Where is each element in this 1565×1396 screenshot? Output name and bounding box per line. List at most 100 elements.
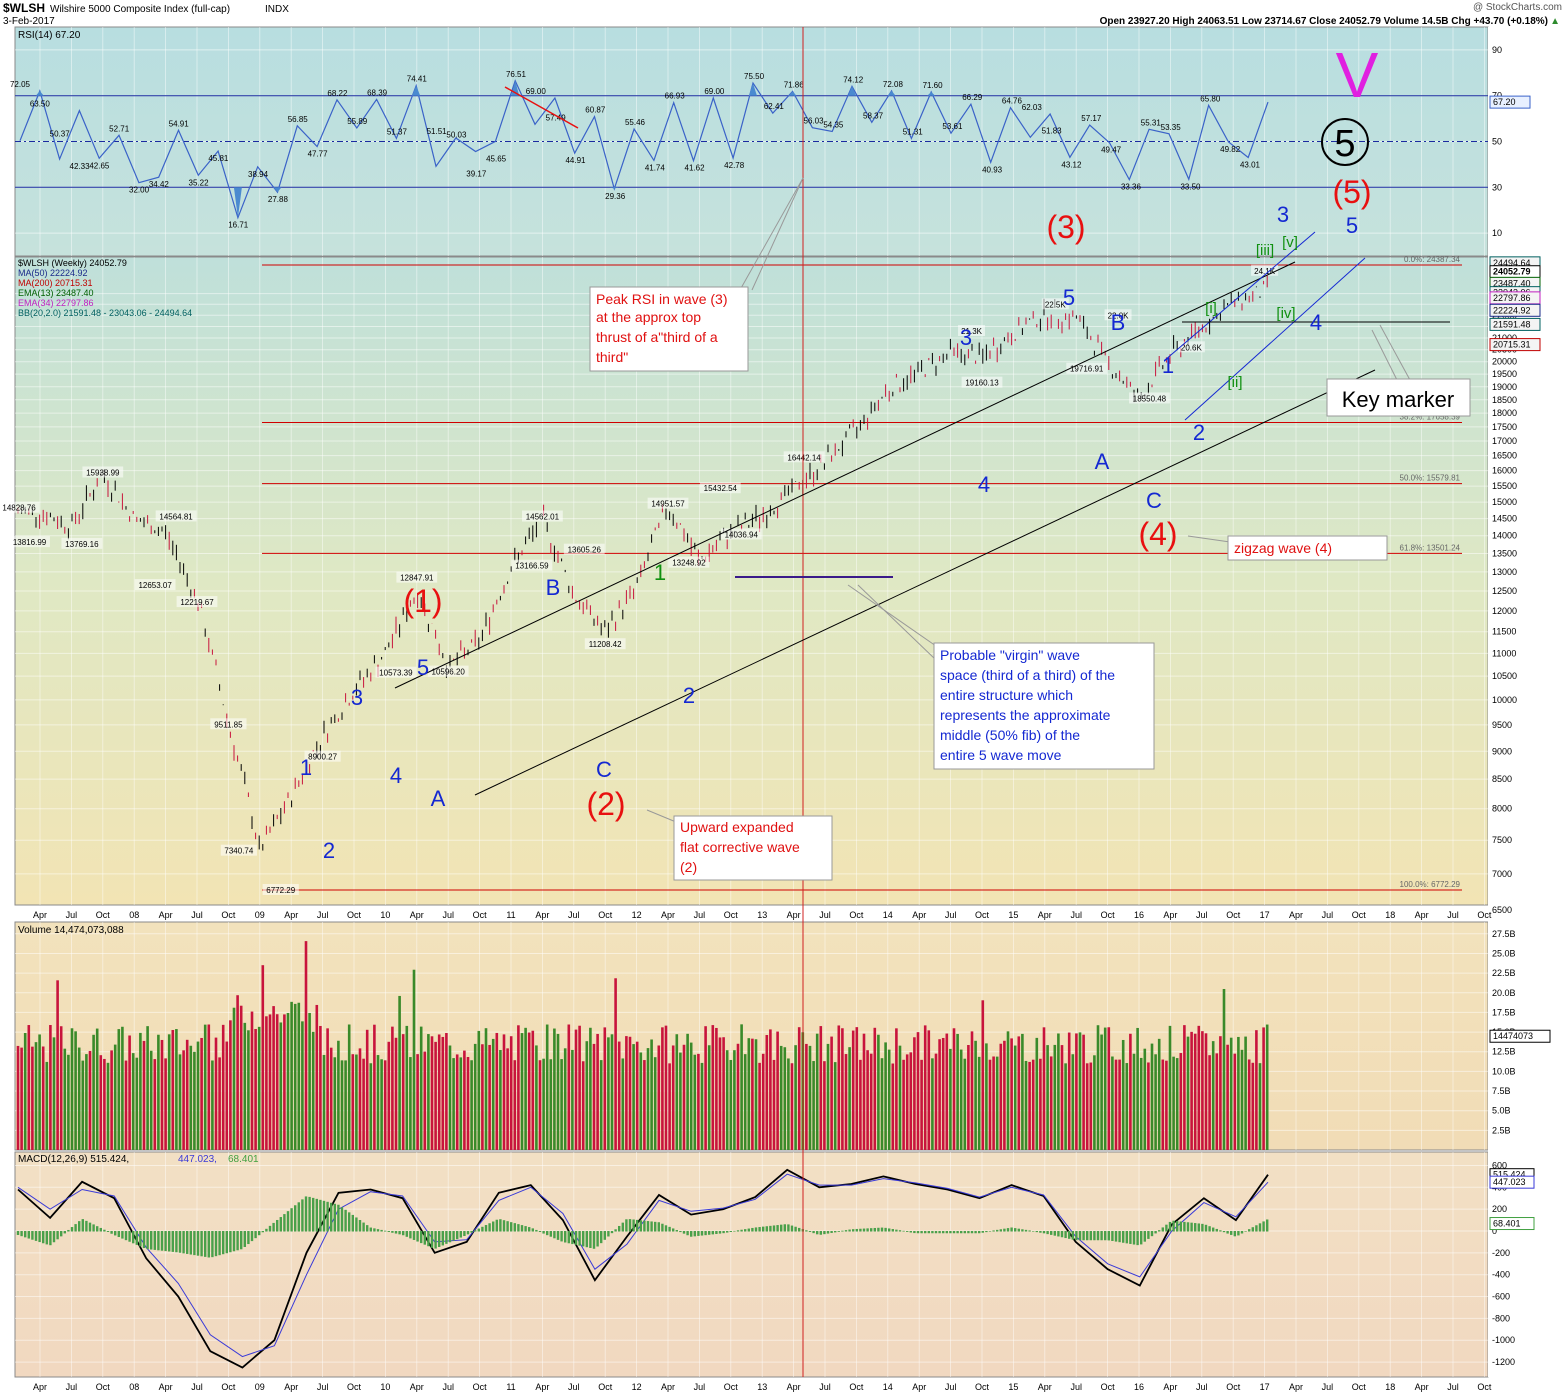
macd-histogram-bar	[182, 1231, 185, 1254]
volume-bar	[1089, 1062, 1093, 1150]
volume-bar	[1024, 1060, 1028, 1150]
volume-bar	[833, 1062, 837, 1150]
macd-series	[16, 1168, 1269, 1369]
macd-histogram-bar	[945, 1231, 948, 1234]
price-tick-label: 12500	[1492, 586, 1517, 596]
volume-bar	[1057, 1033, 1060, 1150]
rsi-value-label: 39.17	[466, 169, 487, 178]
macd-histogram-bar	[729, 1231, 732, 1232]
volume-bar	[643, 1060, 646, 1150]
rsi-overbought-fill	[848, 86, 856, 96]
price-label-bg	[1129, 392, 1170, 404]
macd-histogram-bar	[808, 1231, 812, 1232]
circled-five-ring	[1321, 118, 1369, 166]
volume-bar	[941, 1037, 945, 1150]
volume-bar	[423, 1051, 427, 1150]
macd-histogram-bar	[276, 1219, 279, 1232]
time-label: Jul	[819, 910, 831, 920]
time-label: Oct	[975, 910, 990, 920]
macd-histogram-bar	[780, 1224, 783, 1232]
rsi-value-label: 66.29	[962, 93, 983, 102]
time-label: Oct	[1477, 910, 1492, 920]
macd-histogram-bar	[844, 1230, 848, 1232]
macd-histogram-bar	[747, 1228, 750, 1232]
volume-bar	[1139, 1057, 1143, 1150]
wave-red-1: (1)	[403, 583, 442, 619]
rsi-value-label: 40.93	[982, 165, 1003, 174]
time-label: Jul	[568, 910, 580, 920]
macd-histogram-bar	[31, 1231, 34, 1240]
callout-box	[1227, 535, 1388, 561]
macd-histogram-bar	[1237, 1231, 1240, 1236]
time-label: Oct	[1477, 1382, 1492, 1392]
volume-bar	[617, 1041, 621, 1150]
rsi-value-label: 62.41	[764, 102, 785, 111]
time-label: Jul	[191, 1382, 203, 1392]
macd-histogram-bar	[34, 1231, 38, 1241]
rsi-value-label: 69.00	[704, 87, 725, 96]
wave-blue-1: 1	[300, 755, 312, 780]
macd-histogram-bar	[1240, 1231, 1244, 1234]
volume-bar	[1168, 1025, 1172, 1150]
macd-histogram-bar	[967, 1231, 970, 1234]
volume-bar	[477, 1030, 481, 1150]
price-tick-label: 7000	[1492, 869, 1512, 879]
volume-bar	[1226, 1044, 1229, 1150]
time-label: Apr	[33, 910, 47, 920]
macd-histogram-bar	[510, 1222, 513, 1232]
volume-bar	[1150, 1043, 1154, 1150]
macd-histogram-bar	[128, 1231, 131, 1242]
wave-red-5: (5)	[1332, 174, 1371, 210]
macd-histogram-bar	[409, 1231, 412, 1239]
macd-histogram-bar	[1035, 1231, 1038, 1233]
price-panel	[14, 256, 1489, 906]
volume-bar	[290, 1001, 293, 1150]
time-label: 12	[632, 1382, 642, 1392]
wave-labels: (1) (2) (3) (4) (5) 1 2 3 4 5 A B C 1 2 …	[300, 39, 1379, 863]
time-label: Oct	[1352, 1382, 1367, 1392]
macd-histogram-bar	[445, 1231, 448, 1244]
volume-bar	[535, 1045, 538, 1150]
macd-histogram-bar	[304, 1196, 308, 1232]
macd-histogram-bar	[1089, 1231, 1092, 1241]
macd-histogram-bar	[171, 1231, 174, 1252]
volume-bar	[819, 1026, 823, 1150]
time-label: Apr	[1415, 1382, 1429, 1392]
macd-histogram-bar	[1114, 1231, 1118, 1242]
volume-bar	[841, 1028, 844, 1150]
volume-bar	[193, 1051, 196, 1150]
volume-bar	[45, 1061, 49, 1150]
macd-histogram-bar	[1147, 1231, 1150, 1239]
price-tick-label: 6500	[1492, 905, 1512, 915]
time-label: 10	[380, 1382, 390, 1392]
primary-wave-v: V	[1336, 39, 1379, 111]
macd-histogram-bar	[153, 1231, 156, 1250]
volume-bar	[985, 1043, 988, 1150]
price-tick-label: 16500	[1492, 451, 1517, 461]
macd-histogram-bar	[823, 1231, 826, 1235]
macd-histogram-bar	[1014, 1228, 1017, 1232]
volume-bar	[585, 1041, 589, 1150]
rsi-tick-label: 30	[1492, 182, 1502, 192]
rsi-value-label: 75.50	[744, 72, 765, 81]
volume-bar	[610, 1034, 614, 1150]
macd-histogram-bar	[218, 1231, 221, 1256]
volume-bar	[513, 1060, 517, 1150]
macd-histogram-bar	[384, 1230, 387, 1232]
volume-bar	[1006, 1031, 1010, 1150]
volume-bar	[1125, 1063, 1129, 1150]
rsi-current-value: 67.20	[1493, 97, 1516, 107]
fib-label: 38.2%: 17658.39	[1400, 412, 1461, 421]
volume-bar	[1204, 1033, 1208, 1150]
macd-histogram-bar	[193, 1231, 196, 1256]
volume-bar	[427, 1034, 430, 1150]
macd-histogram-bar	[103, 1229, 106, 1232]
volume-bar	[502, 1034, 506, 1150]
macd-histogram-bar	[78, 1221, 81, 1232]
macd-histogram-bar	[1053, 1231, 1056, 1236]
macd-histogram-bar	[16, 1231, 20, 1235]
price-badge-value: 24052.79	[1493, 267, 1531, 277]
rsi-tick-label: 10	[1492, 228, 1502, 238]
volume-bar	[149, 1050, 153, 1150]
price-tick-label: 19500	[1492, 369, 1517, 379]
